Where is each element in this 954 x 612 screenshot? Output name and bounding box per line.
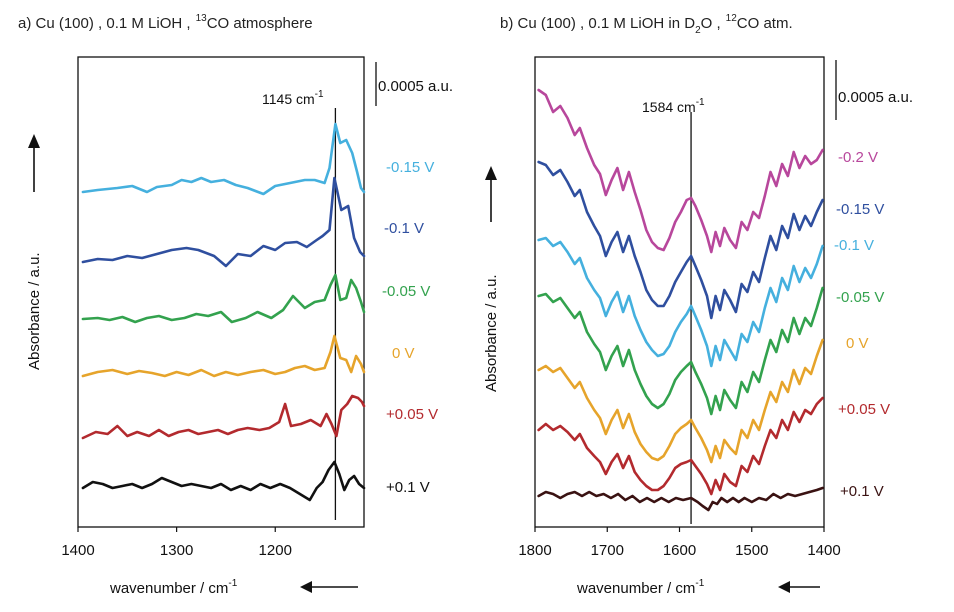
panel-a-series-line (81, 334, 366, 378)
panel-a-y-axis-label: Absorbance / a.u. (26, 252, 43, 370)
panel-b-series-line (537, 396, 824, 496)
panel-b-x-axis-label: wavenumber / cm-1 (576, 578, 705, 597)
panel-b-peak-label: 1584 cm-1 (642, 97, 705, 115)
panel-b-series-line (537, 160, 824, 320)
panel-a: a) Cu (100) , 0.1 M LiOH , 13CO atmospher… (18, 13, 453, 597)
panel-a-series-line (81, 176, 366, 268)
panel-b-series-label: -0.15 V (836, 201, 884, 218)
panel-a-series-label: -0.05 V (382, 283, 430, 300)
panel-b: b) Cu (100) , 0.1 M LiOH in D2O , 12CO at… (483, 13, 913, 597)
panel-b-scale-bar-label: 0.0005 a.u. (838, 89, 913, 106)
panel-b-series-line (537, 486, 824, 512)
panel-a-series-line (81, 394, 366, 440)
panel-b-series-label: +0.1 V (840, 483, 884, 500)
panel-a-series-label: -0.15 V (386, 159, 434, 176)
panel-b-series-label: -0.1 V (834, 237, 874, 254)
panel-b-x-arrow (778, 581, 820, 593)
x-tick-label: 1700 (591, 542, 624, 559)
panel-a-title: a) Cu (100) , 0.1 M LiOH , 13CO atmospher… (18, 13, 313, 32)
x-tick-label: 1400 (807, 542, 840, 559)
panel-b-series-line (537, 338, 824, 464)
x-tick-label: 1800 (518, 542, 551, 559)
panel-b-series-line (537, 88, 824, 254)
panel-a-series-label: -0.1 V (384, 220, 424, 237)
panel-a-series-label: +0.1 V (386, 479, 430, 496)
x-tick-label: 1300 (160, 542, 193, 559)
panel-b-series-label: -0.05 V (836, 289, 884, 306)
panel-a-series-label: 0 V (392, 345, 415, 362)
panel-b-y-arrow (485, 166, 497, 222)
x-tick-label: 1500 (735, 542, 768, 559)
panel-a-x-axis-label: wavenumber / cm-1 (109, 578, 238, 597)
panel-a-series-line (81, 460, 366, 502)
panel-b-plot-frame (534, 56, 825, 528)
panel-b-series-label: -0.2 V (838, 149, 878, 166)
panel-a-peak-label: 1145 cm-1 (262, 89, 324, 107)
panel-b-series-label: 0 V (846, 335, 869, 352)
panel-b-series-line (537, 236, 824, 368)
panel-a-series-line (81, 273, 366, 324)
panel-a-plot-frame (77, 56, 365, 528)
x-tick-label: 1600 (663, 542, 696, 559)
panel-a-series-line (81, 122, 366, 196)
panel-a-y-arrow (28, 134, 40, 192)
panel-a-series-label: +0.05 V (386, 406, 438, 423)
panel-b-title: b) Cu (100) , 0.1 M LiOH in D2O , 12CO at… (500, 13, 793, 36)
panel-b-series-line (537, 286, 824, 416)
x-tick-label: 1400 (61, 542, 94, 559)
panel-a-x-arrow (300, 581, 358, 593)
panel-b-y-axis-label: Absorbance / a.u. (483, 274, 500, 392)
panel-a-scale-bar-label: 0.0005 a.u. (378, 78, 453, 95)
x-tick-label: 1200 (259, 542, 292, 559)
panel-b-series-label: +0.05 V (838, 401, 890, 418)
